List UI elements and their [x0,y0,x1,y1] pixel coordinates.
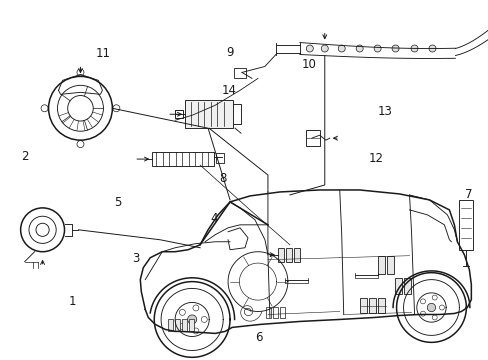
FancyBboxPatch shape [377,256,384,274]
Text: 8: 8 [219,172,226,185]
FancyBboxPatch shape [359,298,366,314]
Text: 1: 1 [69,295,77,308]
Text: 12: 12 [368,152,383,165]
Text: 11: 11 [95,47,110,60]
Circle shape [305,45,313,52]
Circle shape [410,45,417,52]
FancyBboxPatch shape [293,248,299,262]
Text: 14: 14 [221,84,236,97]
Text: 6: 6 [255,331,263,344]
Text: 3: 3 [132,252,140,265]
FancyBboxPatch shape [377,298,384,314]
FancyBboxPatch shape [368,298,375,314]
Circle shape [187,315,196,324]
FancyBboxPatch shape [185,100,233,128]
FancyBboxPatch shape [168,319,173,332]
Text: 4: 4 [210,212,218,225]
FancyBboxPatch shape [175,319,180,332]
Text: 7: 7 [464,188,471,201]
FancyBboxPatch shape [386,256,393,274]
Circle shape [428,45,435,52]
Text: 10: 10 [301,58,316,71]
Text: 5: 5 [114,196,121,209]
Text: 2: 2 [21,150,29,163]
FancyBboxPatch shape [277,248,284,262]
Circle shape [338,45,345,52]
Text: 9: 9 [225,46,233,59]
FancyBboxPatch shape [403,278,410,293]
Circle shape [321,45,327,52]
Circle shape [373,45,380,52]
Circle shape [355,45,363,52]
Circle shape [391,45,398,52]
Circle shape [427,303,435,312]
FancyBboxPatch shape [285,248,291,262]
FancyBboxPatch shape [182,319,187,332]
FancyBboxPatch shape [394,278,401,293]
Text: 13: 13 [377,105,391,118]
FancyBboxPatch shape [189,319,194,332]
